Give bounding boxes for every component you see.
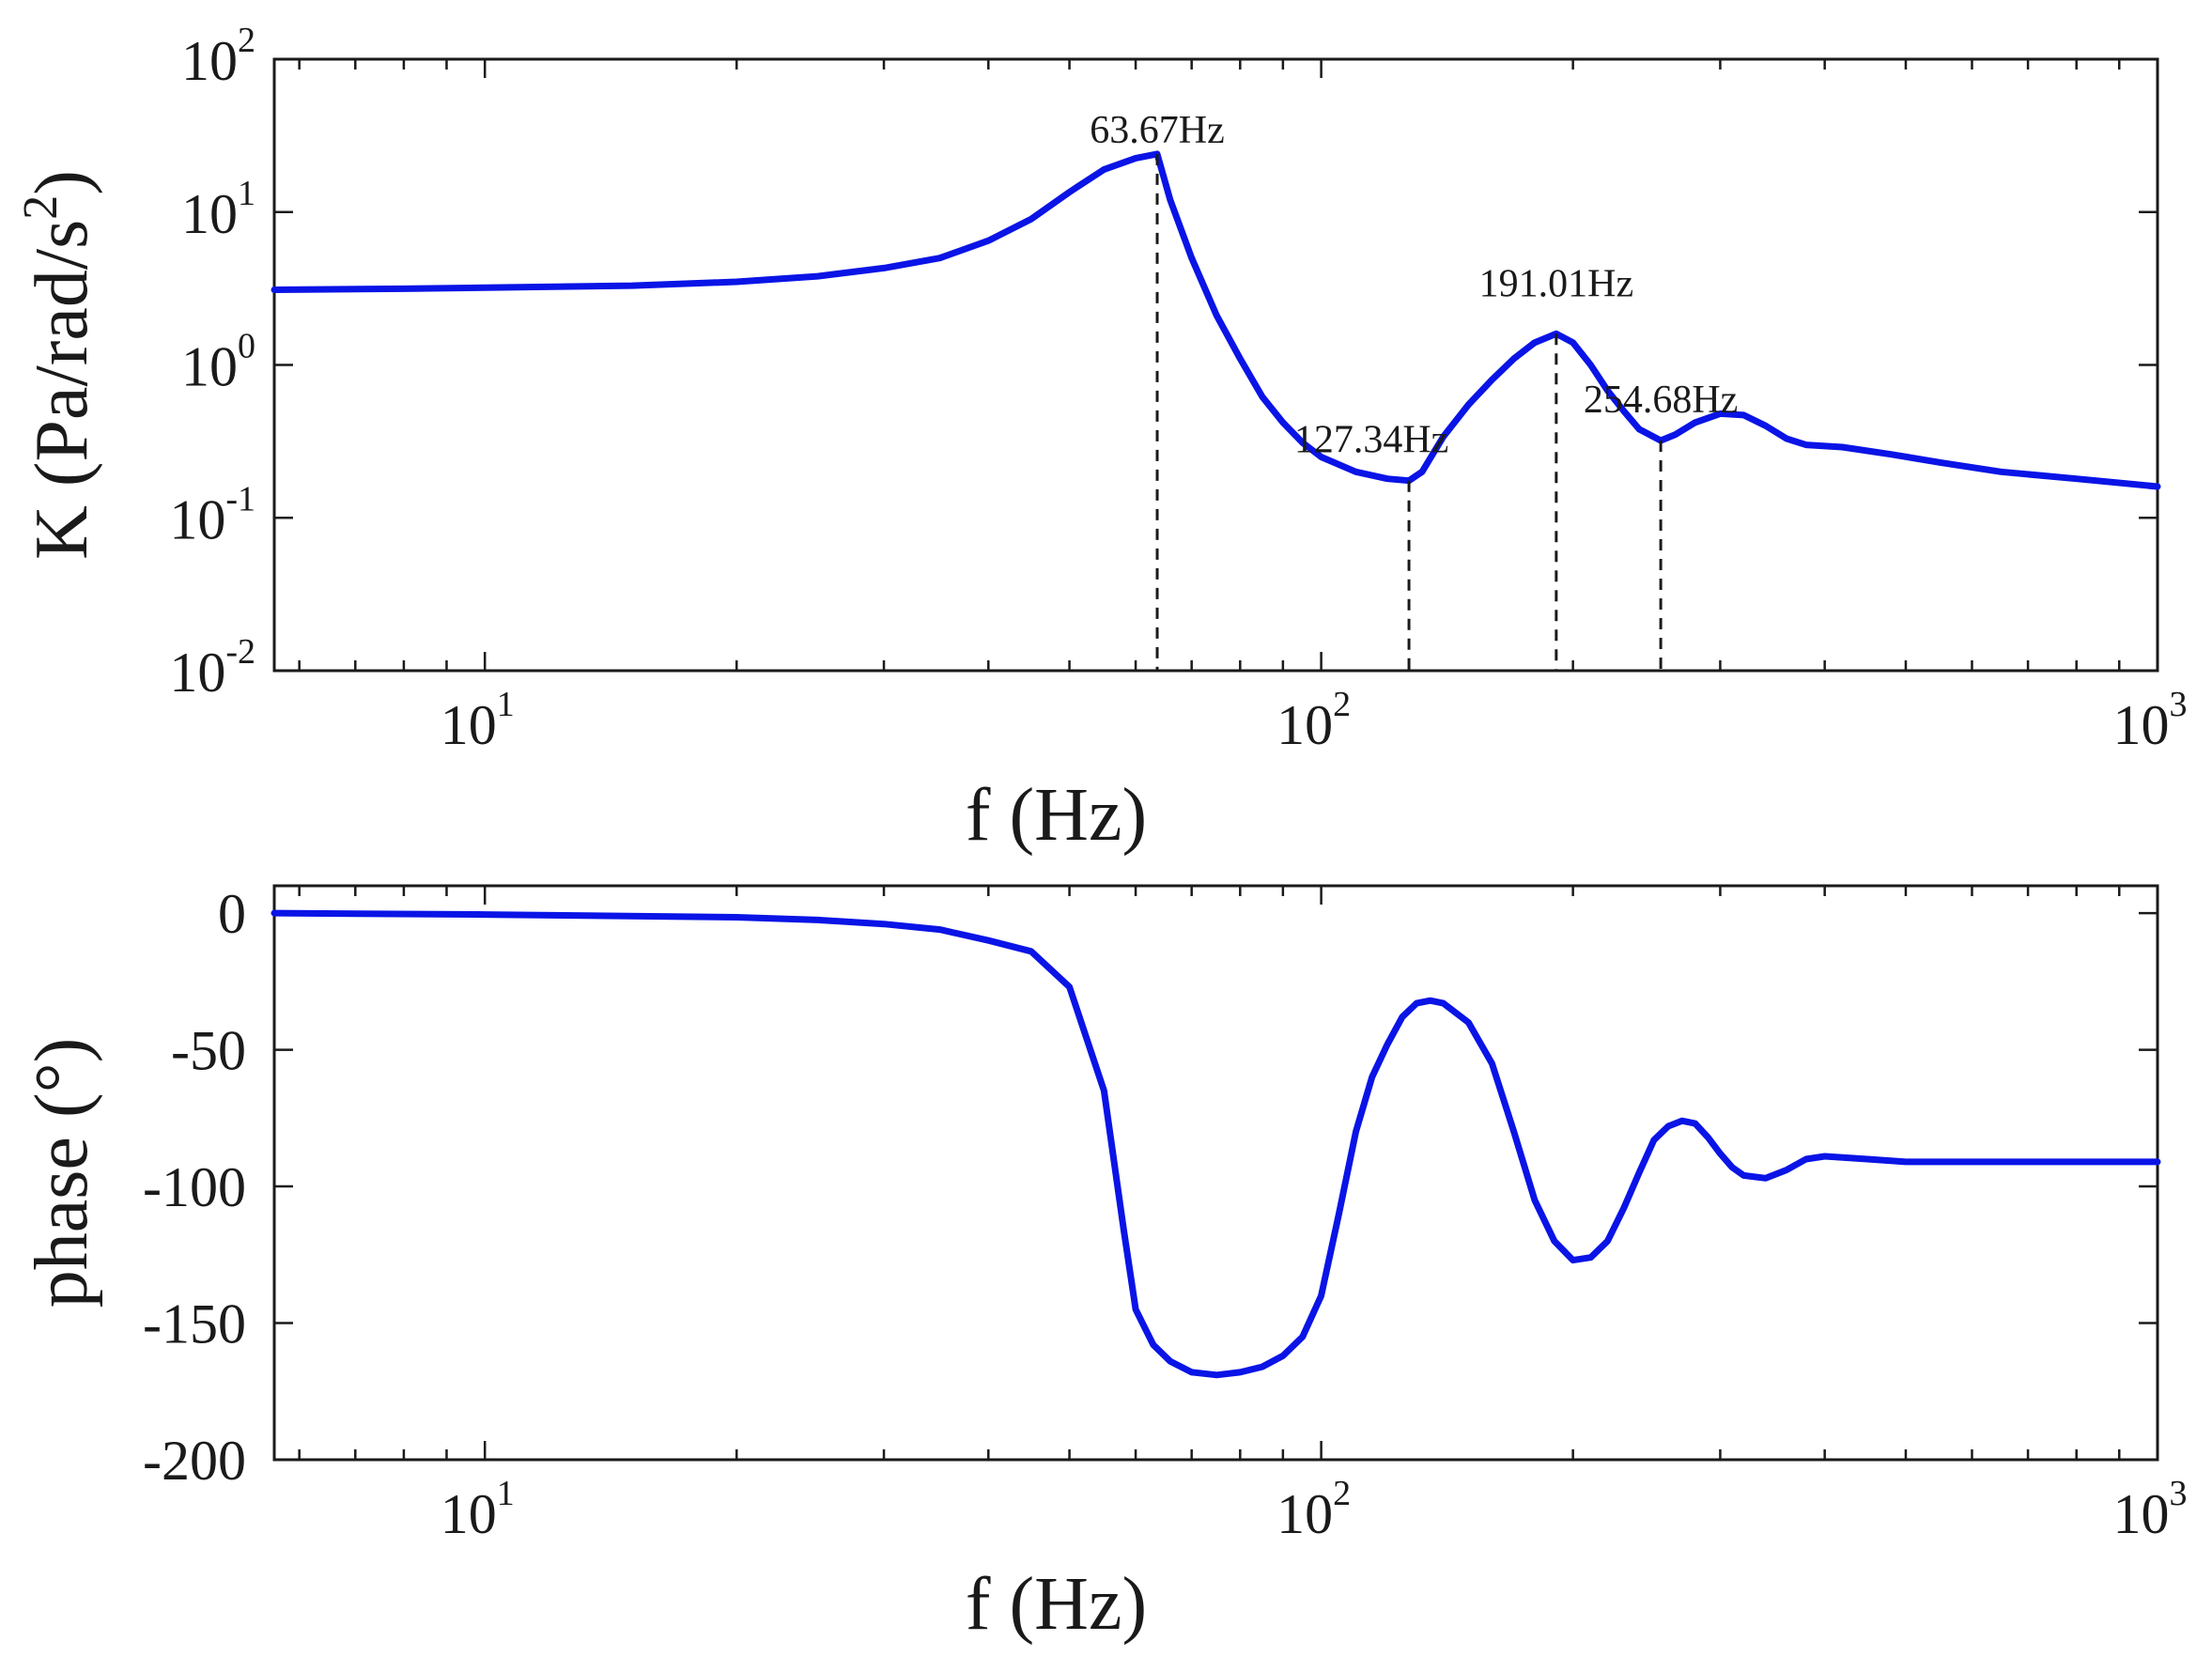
y-tick-label-exponent: 2 <box>238 21 255 60</box>
x-tick-label: 102 <box>1276 685 1351 756</box>
x-tick-label-exponent: 1 <box>497 685 515 724</box>
y-tick-label: 102 <box>181 21 255 92</box>
x-tick-label-base: 10 <box>441 1483 497 1545</box>
y-tick-label-exponent: 1 <box>238 174 255 213</box>
y-axis-label-close: ) <box>21 170 103 195</box>
series-line <box>271 909 2161 1379</box>
y-tick-label-exponent: 0 <box>238 327 255 366</box>
y-axis-label-superscript: 2 <box>14 195 68 220</box>
x-tick-label-base: 10 <box>441 694 497 756</box>
y-tick-label-exponent: -1 <box>225 479 255 519</box>
y-tick-label: -50 <box>171 1020 246 1082</box>
x-tick-label-exponent: 1 <box>497 1474 515 1513</box>
frequency-annotation: 191.01Hz <box>1479 262 1633 305</box>
x-tick-label-base: 10 <box>1276 1483 1333 1545</box>
x-axis-label: f (Hz) <box>966 774 1147 857</box>
x-tick-label: 101 <box>441 685 515 756</box>
y-axis-label-text: K (Pa/rad/s <box>21 220 103 560</box>
y-tick-label-exponent: -2 <box>225 632 255 672</box>
x-tick-label-base: 10 <box>2113 694 2170 756</box>
frequency-annotation: 63.67Hz <box>1090 109 1224 152</box>
x-tick-label: 103 <box>2113 685 2188 756</box>
x-tick-label-exponent: 2 <box>1333 1474 1351 1513</box>
frequency-annotation: 127.34Hz <box>1294 419 1448 462</box>
x-tick-label: 101 <box>441 1474 515 1545</box>
y-tick-label: 100 <box>181 327 255 398</box>
y-tick-label: 10-1 <box>169 479 255 550</box>
y-tick-label-base: 10 <box>181 30 238 92</box>
plot-frame <box>272 884 2159 1462</box>
x-tick-label-base: 10 <box>2113 1483 2170 1545</box>
x-tick-label-exponent: 2 <box>1333 685 1351 724</box>
y-tick-label-base: 10 <box>169 642 225 704</box>
x-tick-label-exponent: 3 <box>2170 685 2188 724</box>
y-tick-label: 10-2 <box>169 632 255 704</box>
x-tick-label-base: 10 <box>1276 694 1333 756</box>
y-tick-label-base: 10 <box>169 488 225 550</box>
y-axis-label: phase (°) <box>21 1038 103 1308</box>
x-tick-label: 102 <box>1276 1474 1351 1545</box>
y-tick-label: -150 <box>143 1293 246 1355</box>
y-tick-label: 0 <box>218 883 246 945</box>
series-line <box>271 150 2161 490</box>
y-tick-label: 101 <box>181 174 255 245</box>
x-tick-label-exponent: 3 <box>2170 1474 2188 1513</box>
y-tick-label-base: 10 <box>181 183 238 245</box>
y-tick-label: -200 <box>143 1430 246 1492</box>
y-tick-label: -100 <box>143 1156 246 1218</box>
y-tick-label-base: 10 <box>181 336 238 398</box>
y-axis-label: K (Pa/rad/s2) <box>14 170 103 560</box>
frequency-annotation: 254.68Hz <box>1584 379 1738 422</box>
x-axis-label: f (Hz) <box>966 1563 1147 1646</box>
x-tick-label: 103 <box>2113 1474 2188 1545</box>
